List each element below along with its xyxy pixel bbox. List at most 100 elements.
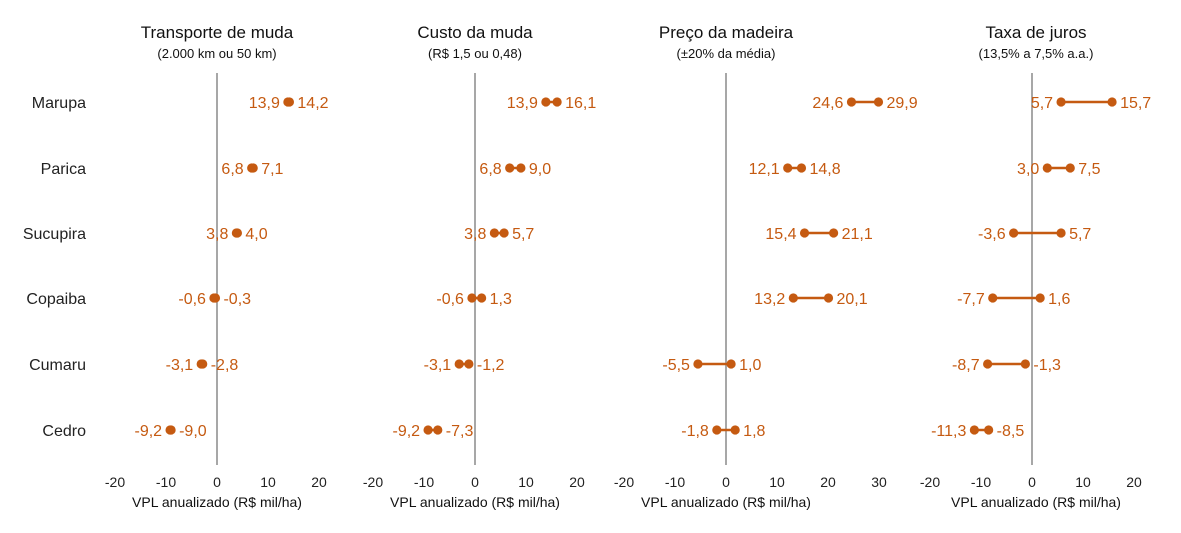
panel-1-data-label-low: -3,1 xyxy=(424,357,452,374)
panel-3-data-label-low: -3,6 xyxy=(978,226,1006,243)
panel-0-point-high xyxy=(232,228,242,238)
panel-3-point-low xyxy=(969,425,979,435)
category-label-cumaru: Cumaru xyxy=(29,357,86,374)
panel-0-x-axis-label: VPL anualizado (R$ mil/ha) xyxy=(132,494,302,510)
panel-2-data-label-high: 1,8 xyxy=(743,423,765,440)
panel-1-data-label-low: 3,8 xyxy=(464,226,486,243)
panel-1-point-high xyxy=(464,359,474,369)
panel-3-point-high xyxy=(1056,228,1066,238)
category-label-marupa: Marupa xyxy=(32,95,86,112)
panel-3-data-label-low: -7,7 xyxy=(957,291,985,308)
panel-1-x-tick: 10 xyxy=(518,474,534,490)
panel-3-point-low xyxy=(988,293,998,303)
panel-0-data-label-high: 14,2 xyxy=(297,95,328,112)
panel-3-data-label-high: -8,5 xyxy=(997,423,1025,440)
panel-2-point-high xyxy=(726,359,736,369)
panel-3-data-label-low: -11,3 xyxy=(931,423,966,440)
panel-1-data-label-high: -7,3 xyxy=(446,423,474,440)
panel-2-x-axis-label: VPL anualizado (R$ mil/ha) xyxy=(641,494,811,510)
panel-2-point-low xyxy=(783,163,793,173)
panel-1-point-low xyxy=(454,359,464,369)
panel-3-title: Taxa de juros xyxy=(985,23,1086,42)
panel-1-x-tick: 0 xyxy=(471,474,479,490)
panel-0-point-high xyxy=(198,359,208,369)
panel-3-x-tick: 10 xyxy=(1075,474,1091,490)
panel-1-data-label-high: 9,0 xyxy=(529,161,551,178)
panel-3-subtitle: (13,5% a 7,5% a.a.) xyxy=(979,46,1094,61)
panel-3-data-label-high: 7,5 xyxy=(1078,161,1100,178)
panel-0-data-label-high: -2,8 xyxy=(211,357,239,374)
panel-2-point-high xyxy=(829,228,839,238)
panel-3-data-label-high: -1,3 xyxy=(1033,357,1061,374)
panel-3-x-tick: -10 xyxy=(971,474,991,490)
panel-1-x-axis-label: VPL anualizado (R$ mil/ha) xyxy=(390,494,560,510)
panel-3-point-high xyxy=(1065,163,1075,173)
panel-0-data-label-low: 13,9 xyxy=(249,95,280,112)
panel-2-data-label-high: 20,1 xyxy=(837,291,868,308)
panel-2-subtitle: (±20% da média) xyxy=(677,46,776,61)
panel-0-data-label-high: 7,1 xyxy=(261,161,283,178)
panel-2-data-label-high: 14,8 xyxy=(809,161,840,178)
panel-3-x-axis-label: VPL anualizado (R$ mil/ha) xyxy=(951,494,1121,510)
category-label-cedro: Cedro xyxy=(42,423,86,440)
panel-2-point-high xyxy=(730,425,740,435)
panel-2-data-label-low: -5,5 xyxy=(662,357,690,374)
panel-2-data-label-low: 15,4 xyxy=(765,226,796,243)
panel-2-point-low xyxy=(846,97,857,107)
panel-2-point-high xyxy=(873,97,884,107)
panel-3-point-high xyxy=(1107,97,1117,107)
panel-0-point-high xyxy=(210,293,221,303)
panel-1-x-tick: -20 xyxy=(363,474,383,490)
panel-1-data-label-low: 13,9 xyxy=(507,95,538,112)
panel-1-title: Custo da muda xyxy=(417,23,533,42)
panel-3-point-low xyxy=(1056,97,1066,107)
panel-3-point-high xyxy=(1020,359,1030,369)
panel-1-data-label-low: 6,8 xyxy=(479,161,501,178)
panel-1-point-low xyxy=(505,163,515,173)
panel-2-x-tick: 30 xyxy=(871,474,887,490)
panel-3-data-label-low: 5,7 xyxy=(1031,95,1053,112)
panel-1-data-label-low: -0,6 xyxy=(436,291,464,308)
panel-1-point-high xyxy=(499,228,509,238)
panel-1-data-label-high: 1,3 xyxy=(490,291,512,308)
panel-3-data-label-high: 5,7 xyxy=(1069,226,1091,243)
panel-3-point-high xyxy=(984,425,994,435)
panel-0-title: Transporte de muda xyxy=(141,23,294,42)
category-label-sucupira: Sucupira xyxy=(23,226,86,243)
panel-1-subtitle: (R$ 1,5 ou 0,48) xyxy=(428,46,522,61)
panel-3-data-label-high: 1,6 xyxy=(1048,291,1070,308)
panel-3-data-label-low: -8,7 xyxy=(952,357,980,374)
panel-1-point-low xyxy=(489,228,499,238)
panel-3-point-low xyxy=(983,359,993,369)
panel-1-point-high xyxy=(433,425,443,435)
panel-0-data-label-high: 4,0 xyxy=(245,226,267,243)
panel-1-point-low xyxy=(423,425,433,435)
panel-2-point-low xyxy=(712,425,722,435)
panel-2-point-high xyxy=(796,163,807,173)
panel-2-x-tick: 0 xyxy=(722,474,730,490)
panel-0-data-label-low: 6,8 xyxy=(221,161,243,178)
panel-2-x-tick: 10 xyxy=(769,474,785,490)
panel-2-data-label-low: 12,1 xyxy=(749,161,780,178)
panel-3-data-label-low: 3,0 xyxy=(1017,161,1039,178)
panel-0-subtitle: (2.000 km ou 50 km) xyxy=(157,46,276,61)
panel-0-x-tick: -10 xyxy=(156,474,176,490)
panel-2-x-tick: -20 xyxy=(614,474,634,490)
panel-1-point-high xyxy=(477,293,487,303)
panel-2-x-tick: -10 xyxy=(665,474,685,490)
panel-2-x-tick: 20 xyxy=(820,474,836,490)
panel-2-data-label-high: 29,9 xyxy=(886,95,917,112)
panel-2-data-label-low: 13,2 xyxy=(754,291,785,308)
panel-2-title: Preço da madeira xyxy=(659,23,794,42)
panel-1-data-label-high: 16,1 xyxy=(565,95,596,112)
panel-2-data-label-low: 24,6 xyxy=(812,95,843,112)
panel-1-x-tick: -10 xyxy=(414,474,434,490)
panel-2-data-label-low: -1,8 xyxy=(681,423,709,440)
panel-2-data-label-high: 21,1 xyxy=(842,226,873,243)
panel-0-x-tick: 20 xyxy=(311,474,327,490)
panel-2-point-low xyxy=(693,359,703,369)
panel-2-data-label-high: 1,0 xyxy=(739,357,761,374)
panel-1-point-low xyxy=(467,293,477,303)
panel-3-point-low xyxy=(1009,228,1019,238)
panel-1-data-label-high: 5,7 xyxy=(512,226,534,243)
